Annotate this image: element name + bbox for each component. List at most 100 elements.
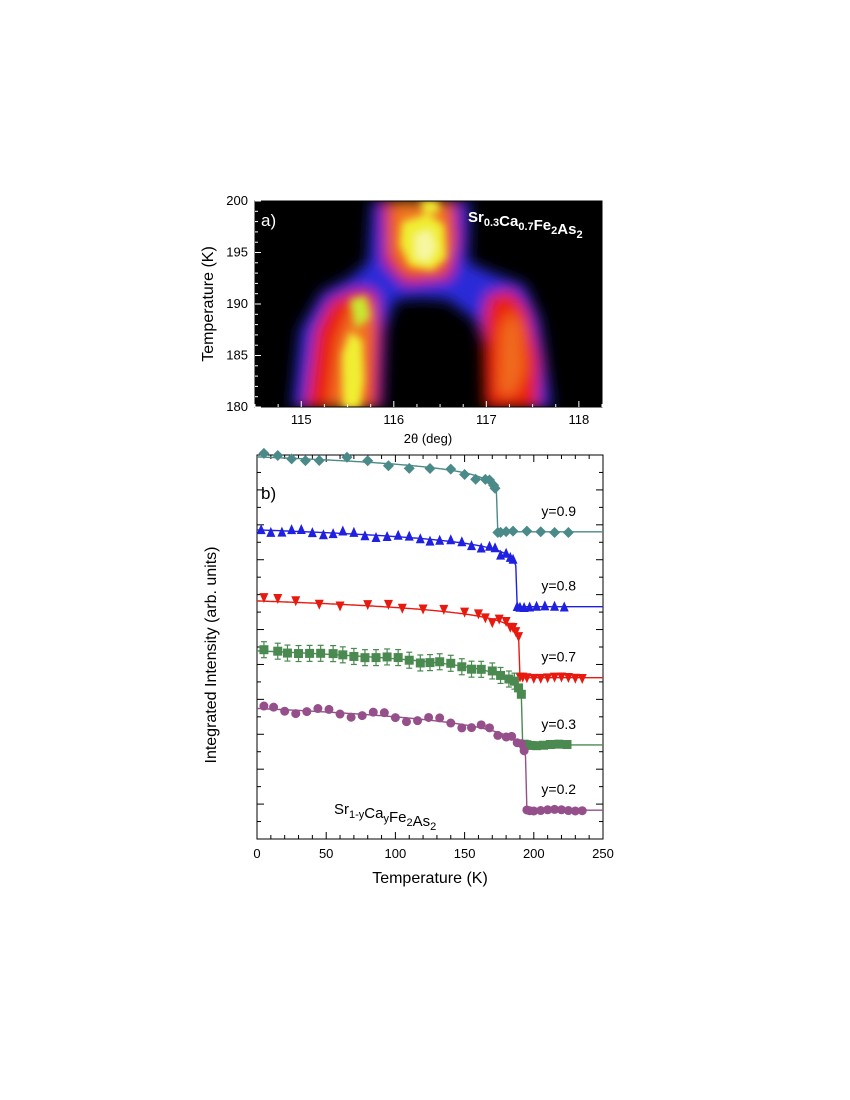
data-point (335, 709, 345, 719)
scatter-x-tick-label: 50 (319, 846, 333, 861)
data-point (302, 707, 312, 717)
heatmap-x-tick-label: 117 (476, 412, 497, 427)
data-point (514, 632, 524, 643)
data-point (525, 601, 535, 612)
scatter-x-tick-label: 150 (454, 846, 476, 861)
scatter-x-tick-label: 250 (592, 846, 614, 861)
data-point (563, 806, 573, 816)
data-point (415, 533, 425, 544)
data-point (404, 655, 414, 665)
heatmap-y-tick-label: 195 (226, 245, 248, 260)
data-point (467, 664, 477, 674)
data-point (457, 536, 467, 547)
data-point (294, 649, 304, 659)
series-y=0.2: y=0.2 (256, 701, 603, 816)
data-point (435, 713, 445, 723)
data-point (540, 600, 550, 611)
data-point (259, 645, 269, 655)
data-point (286, 453, 298, 465)
data-point (511, 627, 521, 638)
data-point (371, 531, 381, 542)
data-point (529, 673, 539, 684)
data-point (470, 473, 482, 485)
data-point (535, 526, 547, 538)
data-point (550, 672, 560, 683)
data-point (545, 739, 555, 749)
data-point (277, 526, 287, 537)
series-y=0.8: y=0.8 (256, 524, 604, 612)
data-point (446, 534, 456, 545)
data-point (282, 648, 292, 658)
heatmap-x-tick-label: 115 (291, 412, 312, 427)
data-point (305, 648, 315, 658)
data-point (418, 604, 428, 615)
heatmap-x-axis-title: 2θ (deg) (404, 431, 452, 446)
data-point (549, 526, 561, 538)
data-point (556, 805, 566, 815)
heatmap-compound-label: Sr0.3Ca0.7Fe2As2 (468, 209, 583, 241)
data-point (521, 525, 533, 537)
data-point (473, 609, 483, 620)
data-point (570, 673, 580, 684)
data-point (272, 449, 284, 461)
data-point (501, 547, 511, 558)
data-point (494, 614, 504, 625)
data-point (382, 531, 392, 542)
data-point (393, 529, 403, 540)
data-point (500, 526, 512, 538)
data-point (577, 806, 587, 816)
data-point (577, 673, 587, 684)
heatmap-x-tick-label: 116 (383, 412, 404, 427)
panel-label-b: b) (261, 484, 276, 503)
data-point (563, 673, 573, 684)
data-point (526, 740, 536, 750)
data-point (362, 455, 374, 467)
data-point (273, 593, 283, 604)
data-point (522, 673, 532, 684)
data-point (493, 730, 503, 740)
data-point (296, 524, 306, 535)
data-point (485, 723, 495, 733)
data-point (256, 524, 266, 535)
data-point (382, 460, 394, 472)
data-point (393, 653, 403, 663)
data-point (280, 706, 290, 716)
data-point (536, 673, 546, 684)
data-point (476, 542, 486, 553)
series-label: y=0.9 (541, 503, 576, 519)
series-label: y=0.2 (541, 781, 576, 797)
heatmap-y-axis-title: Temperature (K) (200, 246, 217, 362)
heatmap-ticks: 115 116 117 118 180 185 190 195 200 (226, 193, 603, 427)
data-point (425, 535, 435, 546)
data-point (382, 652, 392, 662)
series-label: y=0.3 (541, 716, 576, 732)
scatter-x-tick-label: 100 (385, 846, 407, 861)
data-point (487, 618, 497, 629)
data-point (371, 653, 381, 663)
data-point (459, 468, 471, 480)
data-point (379, 708, 389, 718)
data-point (543, 805, 553, 815)
data-point (363, 600, 373, 611)
scatter-panel: 0 50 100 150 200 250 y=0.9y=0.8y=0.7y=0.3y=0.… (203, 447, 614, 887)
data-point (383, 599, 393, 610)
data-point (324, 704, 334, 714)
heatmap-x-tick-label: 118 (568, 412, 589, 427)
data-point (570, 806, 580, 816)
data-point (562, 526, 574, 538)
heatmap-intensity (292, 201, 552, 407)
data-point (504, 674, 514, 684)
scatter-series: y=0.9 y=0.8 y=0.7 y=0.3 y=0.2 (256, 447, 604, 816)
heatmap-panel: 115 116 117 118 180 185 190 195 200 a) Sr0.3Ca0.… (200, 193, 603, 446)
data-point (349, 526, 359, 537)
data-point (259, 593, 269, 604)
panel-label-a: a) (261, 211, 276, 230)
data-point (273, 646, 283, 656)
data-point (460, 607, 470, 618)
data-point (390, 713, 400, 723)
data-point (299, 455, 311, 467)
data-point (313, 455, 325, 467)
data-point (368, 707, 378, 717)
data-point (316, 648, 326, 658)
data-point (266, 526, 276, 537)
